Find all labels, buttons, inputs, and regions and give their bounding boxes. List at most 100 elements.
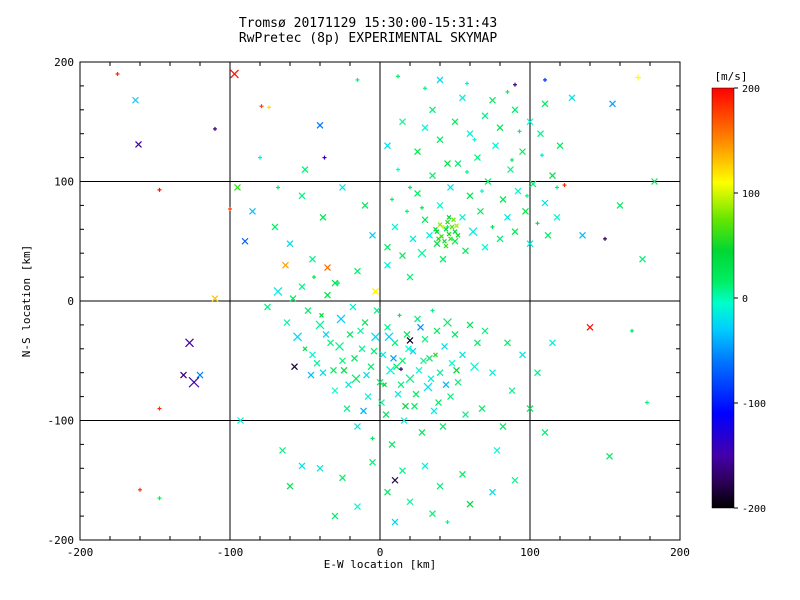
x-marker-stroke — [384, 261, 391, 269]
data-point — [451, 118, 459, 126]
data-point — [397, 381, 405, 389]
x-marker-stroke — [433, 240, 441, 248]
data-point — [544, 231, 552, 239]
data-point — [331, 387, 339, 395]
x-marker-stroke — [451, 217, 456, 223]
data-point — [493, 446, 501, 454]
data-point — [228, 206, 232, 211]
data-point — [384, 323, 391, 331]
data-point — [286, 482, 294, 490]
x-marker-stroke — [417, 323, 424, 331]
data-point — [454, 223, 459, 229]
data-point — [492, 142, 499, 150]
x-marker-stroke — [286, 482, 294, 490]
data-point — [466, 321, 474, 329]
data-point — [291, 363, 298, 371]
x-marker-stroke — [397, 381, 405, 389]
x-marker-stroke — [466, 500, 474, 508]
data-point — [609, 100, 616, 108]
data-point — [354, 423, 361, 430]
data-point — [412, 390, 420, 398]
data-point — [282, 261, 289, 269]
x-marker-stroke — [544, 231, 552, 239]
data-point — [264, 303, 271, 311]
data-point — [556, 142, 564, 150]
x-tick-label: 100 — [520, 546, 540, 559]
data-point — [132, 96, 139, 104]
x-marker-stroke — [433, 327, 441, 335]
data-point — [568, 94, 576, 102]
data-point — [489, 96, 496, 104]
x-marker-stroke — [459, 213, 466, 221]
x-marker-stroke — [609, 100, 616, 108]
x-marker-stroke — [354, 503, 361, 510]
x-marker-stroke — [519, 351, 526, 359]
x-marker-stroke — [293, 332, 302, 342]
x-marker-stroke — [384, 243, 391, 251]
x-marker-stroke — [526, 405, 534, 412]
data-point — [322, 331, 330, 338]
x-marker-stroke — [448, 359, 456, 367]
x-marker-stroke — [443, 243, 449, 249]
x-marker-stroke — [454, 160, 462, 167]
data-point — [258, 155, 262, 160]
data-point — [490, 224, 495, 229]
x-marker-stroke — [384, 323, 391, 331]
x-marker-stroke — [414, 148, 421, 156]
x-marker-stroke — [354, 423, 361, 430]
data-point — [327, 339, 334, 347]
x-marker-stroke — [522, 207, 529, 215]
x-marker-stroke — [499, 196, 507, 203]
x-marker-stroke — [439, 255, 447, 263]
data-point — [415, 366, 423, 374]
x-marker-stroke — [534, 369, 541, 377]
x-marker-stroke — [309, 255, 316, 263]
x-marker-stroke — [382, 382, 387, 388]
data-point — [510, 157, 514, 162]
data-point — [455, 232, 461, 238]
data-point — [541, 429, 549, 436]
x-marker-stroke — [426, 231, 433, 239]
x-marker-stroke — [504, 339, 511, 347]
data-point — [519, 351, 526, 359]
data-point — [343, 405, 351, 412]
x-marker-stroke — [478, 405, 486, 412]
data-point — [459, 351, 466, 359]
data-point — [293, 332, 302, 342]
x-marker-stroke — [421, 462, 429, 470]
data-point — [434, 229, 440, 235]
data-point — [436, 136, 444, 144]
data-point — [511, 476, 519, 484]
data-point — [394, 390, 402, 398]
x-marker-stroke — [442, 238, 447, 244]
x-marker-stroke — [399, 118, 406, 126]
x-marker-stroke — [327, 339, 334, 347]
x-marker-stroke — [519, 148, 526, 156]
x-marker-stroke — [433, 226, 438, 232]
data-point — [443, 226, 449, 232]
data-point — [446, 214, 452, 220]
data-point — [138, 487, 142, 492]
x-marker-stroke — [399, 467, 406, 475]
data-point — [420, 357, 427, 365]
x-marker-stroke — [411, 402, 418, 410]
x-axis-label: E-W location [km] — [324, 558, 437, 571]
data-point — [345, 381, 352, 389]
data-point — [454, 378, 462, 386]
x-marker-stroke — [399, 357, 406, 365]
x-marker-stroke — [373, 307, 381, 314]
x-marker-stroke — [399, 252, 406, 260]
x-marker-stroke — [489, 96, 496, 104]
data-point — [157, 496, 162, 501]
x-marker-stroke — [489, 369, 496, 377]
data-point — [367, 363, 375, 371]
data-point — [339, 474, 346, 482]
x-marker-stroke — [441, 342, 448, 350]
x-marker-stroke — [541, 100, 549, 108]
data-point — [446, 231, 452, 237]
data-point — [549, 172, 556, 179]
x-marker-stroke — [282, 261, 289, 269]
data-point — [529, 180, 537, 188]
x-marker-stroke — [459, 351, 466, 359]
